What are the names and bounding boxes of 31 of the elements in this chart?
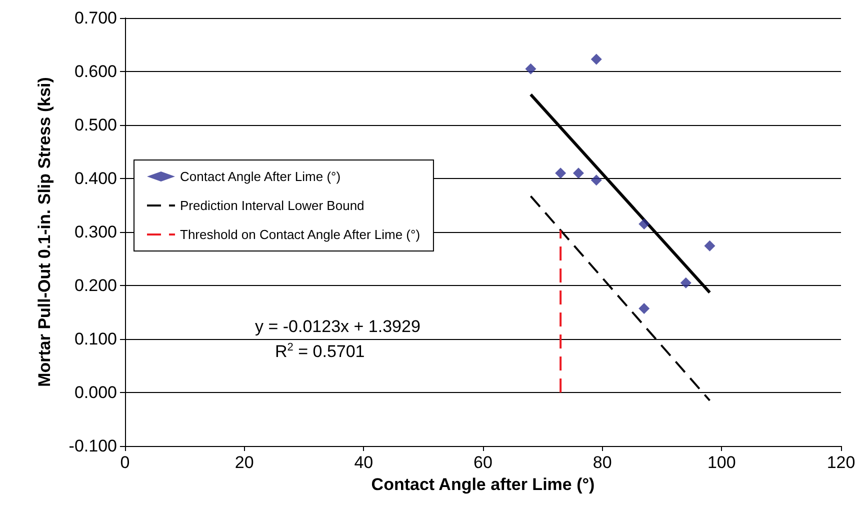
point bbox=[704, 240, 716, 252]
point bbox=[638, 218, 650, 230]
x-tick-label: 80 bbox=[592, 453, 612, 472]
annotation: y = -0.0123x + 1.3929 bbox=[255, 317, 420, 336]
y-tick-label: 0.700 bbox=[74, 8, 117, 28]
y-tick-label: 0.500 bbox=[74, 116, 117, 134]
x-tick-label: 60 bbox=[474, 453, 492, 472]
point bbox=[590, 174, 602, 186]
point bbox=[590, 54, 602, 65]
x-tick-label: 0 bbox=[120, 453, 130, 472]
x-tick-label: 120 bbox=[826, 453, 856, 472]
x-axis-title: Contact Angle after Lime (°) bbox=[371, 474, 595, 494]
y-tick-label: 0.100 bbox=[74, 330, 117, 348]
y-tick-label: 0.200 bbox=[74, 276, 117, 295]
point bbox=[680, 277, 692, 288]
point bbox=[638, 303, 650, 314]
y-tick-label: -0.100 bbox=[68, 436, 117, 456]
y-tick-label: 0.000 bbox=[74, 383, 117, 402]
y-axis-title: Mortar Pull-Out 0.1-in. Slip Stress (ksi) bbox=[35, 77, 54, 387]
point bbox=[525, 63, 536, 74]
legend-label: Threshold on Contact Angle After Lime (°) bbox=[180, 227, 420, 242]
point bbox=[572, 168, 584, 179]
legend-label: Prediction Interval Lower Bound bbox=[180, 198, 364, 213]
point bbox=[555, 168, 566, 179]
y-tick-label: 0.400 bbox=[74, 169, 117, 188]
x-tick-label: 20 bbox=[234, 453, 254, 472]
y-tick-label: 0.300 bbox=[74, 222, 117, 242]
y-tick-label: 0.600 bbox=[74, 62, 117, 81]
x-tick-label: 100 bbox=[707, 453, 736, 472]
x-tick-label: 40 bbox=[354, 453, 374, 472]
legend-label: Contact Angle After Lime (°) bbox=[180, 169, 341, 184]
